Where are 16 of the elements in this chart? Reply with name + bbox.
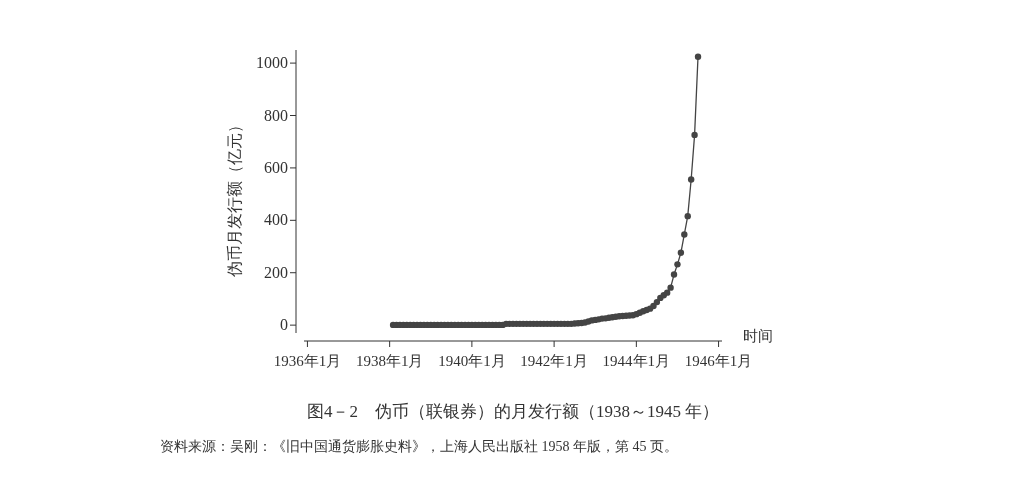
y-tick-label: 1000 bbox=[256, 54, 288, 72]
x-tick-label: 1936年1月 bbox=[273, 353, 342, 369]
y-tick-label: 400 bbox=[264, 211, 288, 229]
x-tick-label: 1944年1月 bbox=[602, 353, 671, 369]
x-axis-title: 时间 bbox=[743, 328, 773, 344]
y-tick-label: 0 bbox=[280, 316, 288, 334]
x-tick-label: 1938年1月 bbox=[355, 353, 424, 369]
x-tick-label: 1942年1月 bbox=[520, 353, 588, 369]
y-tick-label: 600 bbox=[264, 158, 288, 176]
y-tick-label: 200 bbox=[264, 263, 288, 281]
x-tick-label: 1940年1月 bbox=[438, 353, 506, 369]
y-axis-title: 伪币月发行额（亿元） bbox=[226, 116, 243, 277]
y-tick-label: 800 bbox=[264, 106, 288, 124]
title: 图4－2 伪币（联银券）的月发行额（1938～1945 年） bbox=[306, 402, 720, 421]
annotation: 资料来源：吴刚：《旧中国通货膨胀史料》，上海人民出版社 1958 年版，第 45 页。 bbox=[160, 439, 678, 454]
x-tick-label: 1946年1月 bbox=[684, 353, 753, 369]
